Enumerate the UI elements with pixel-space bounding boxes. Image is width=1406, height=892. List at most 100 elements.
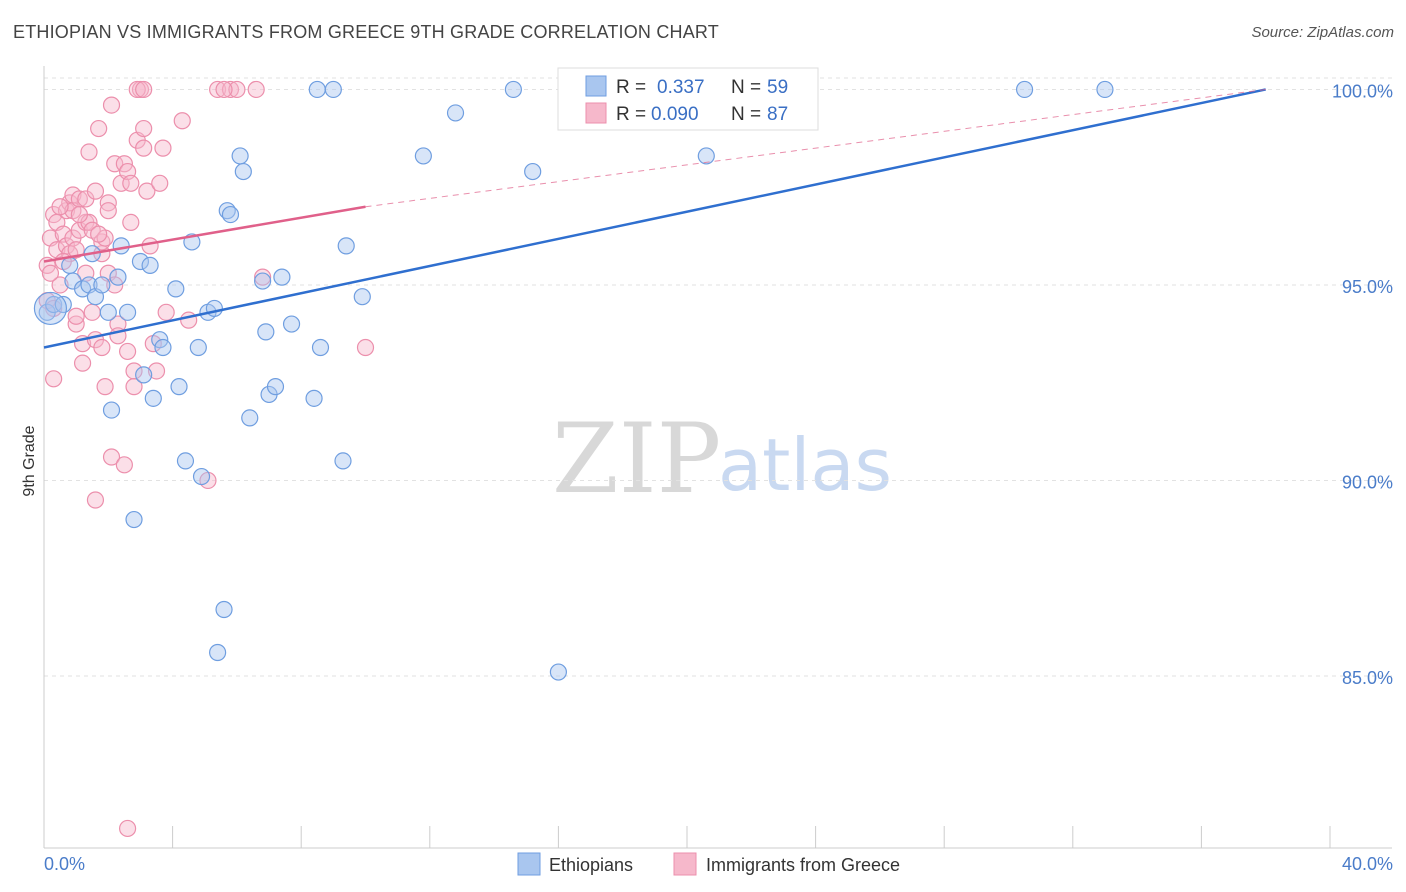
ethiopians-point	[192, 467, 211, 486]
ethiopians-point	[414, 147, 432, 165]
ethiopians-point	[209, 643, 227, 662]
ethiopians-point	[176, 452, 195, 470]
greece-point	[135, 80, 153, 99]
ethiopians-point	[109, 268, 127, 286]
greece-point	[228, 80, 246, 99]
series-ethiopians-points	[33, 80, 1114, 681]
ethiopians-point	[266, 378, 285, 396]
stats-n-label-greece: N =	[731, 104, 761, 125]
ethiopians-point	[1096, 80, 1114, 99]
ethiopians-point	[131, 252, 150, 271]
x-tick-labels: 0.0% 40.0%	[44, 854, 1393, 874]
greece-point	[115, 456, 133, 474]
stats-n-value-ethiopians: 59	[767, 77, 788, 98]
greece-point	[118, 819, 137, 838]
trendline-ethiopians	[43, 88, 1266, 349]
greece-point	[45, 370, 63, 388]
greece-point	[154, 139, 172, 157]
ethiopians-point	[125, 510, 143, 529]
legend-label-greece: Immigrants from Greece	[706, 855, 900, 875]
ethiopians-point	[141, 256, 159, 275]
greece-point	[83, 303, 101, 321]
greece-point	[138, 182, 156, 200]
bottom-legend: Ethiopians Immigrants from Greece	[517, 852, 900, 876]
greece-point	[41, 264, 60, 282]
greece-point	[70, 205, 88, 224]
ethiopians-point	[231, 147, 249, 165]
ethiopians-point	[254, 272, 272, 290]
ethiopians-point	[167, 280, 185, 298]
greece-point	[147, 362, 166, 380]
y-tick-label: 85.0%	[1342, 668, 1393, 688]
ethiopians-point	[45, 295, 63, 314]
legend-item-greece[interactable]: Immigrants from Greece	[673, 852, 900, 876]
ethiopians-point	[273, 268, 291, 286]
y-axis-title: 9th Grade	[21, 425, 38, 496]
greece-point	[356, 338, 375, 357]
greece-point	[90, 119, 108, 138]
greece-point	[122, 174, 140, 192]
greece-point	[86, 491, 105, 509]
ethiopians-point	[446, 104, 465, 122]
axes	[43, 66, 1392, 849]
ethiopians-point	[334, 452, 352, 470]
ethiopians-point	[234, 162, 252, 181]
ethiopians-point	[112, 237, 130, 255]
stats-legend-swatch-greece	[585, 102, 607, 124]
stats-r-value-ethiopians: 0.337	[657, 77, 705, 98]
legend-item-ethiopians[interactable]: Ethiopians	[517, 852, 633, 876]
ethiopians-point	[221, 205, 240, 224]
watermark-zip: ZIP	[552, 403, 721, 515]
stats-r-label-ethiopians: R =	[616, 77, 646, 98]
greece-point	[151, 174, 169, 192]
ethiopians-point	[311, 338, 330, 357]
ethiopians-point	[170, 378, 188, 396]
greece-point	[128, 80, 146, 99]
trendline-greece-extension	[365, 88, 1266, 208]
trendlines	[43, 88, 1266, 349]
greece-point	[51, 276, 69, 294]
ethiopians-point	[215, 600, 233, 619]
ethiopians-point	[102, 401, 121, 419]
ethiopians-point	[353, 288, 371, 306]
greece-point	[73, 354, 92, 372]
ethiopians-point	[144, 389, 162, 407]
greece-point	[173, 112, 191, 130]
ethiopians-point	[1015, 80, 1034, 99]
greece-point	[135, 139, 153, 157]
ethiopians-point	[189, 338, 207, 357]
chart-source: Source: ZipAtlas.com	[1251, 24, 1394, 41]
x-tick-label-max: 40.0%	[1342, 854, 1393, 874]
greece-point	[247, 80, 265, 99]
ethiopians-point	[99, 303, 117, 321]
greece-point	[157, 303, 175, 321]
ethiopians-point	[154, 338, 172, 357]
ethiopians-point	[697, 147, 715, 165]
greece-point	[135, 119, 153, 138]
y-tick-labels: 85.0% 90.0% 95.0% 100.0%	[1332, 81, 1393, 688]
ethiopians-point	[93, 276, 111, 294]
stats-n-value-greece: 87	[767, 104, 788, 125]
x-tick-label-min: 0.0%	[44, 854, 85, 874]
greece-point	[86, 182, 105, 200]
greece-point	[93, 338, 111, 357]
stats-r-value-greece: 0.090	[651, 104, 699, 125]
greece-point	[80, 143, 98, 161]
ethiopians-point	[33, 291, 68, 326]
ethiopians-point	[282, 315, 301, 333]
greece-point	[221, 80, 240, 99]
ethiopians-point	[118, 303, 137, 321]
ethiopians-point	[504, 80, 522, 99]
greece-point	[96, 378, 114, 396]
y-tick-label: 90.0%	[1342, 472, 1393, 492]
series-greece-points	[38, 80, 375, 838]
chart-title: ETHIOPIAN VS IMMIGRANTS FROM GREECE 9TH …	[13, 22, 720, 42]
greece-point	[90, 225, 108, 243]
y-tick-label: 100.0%	[1332, 81, 1393, 101]
ethiopians-point	[61, 256, 79, 275]
watermark-atlas: atlas	[718, 423, 892, 507]
greece-point	[141, 237, 159, 255]
greece-point	[254, 268, 272, 286]
trendline-greece	[43, 205, 366, 263]
